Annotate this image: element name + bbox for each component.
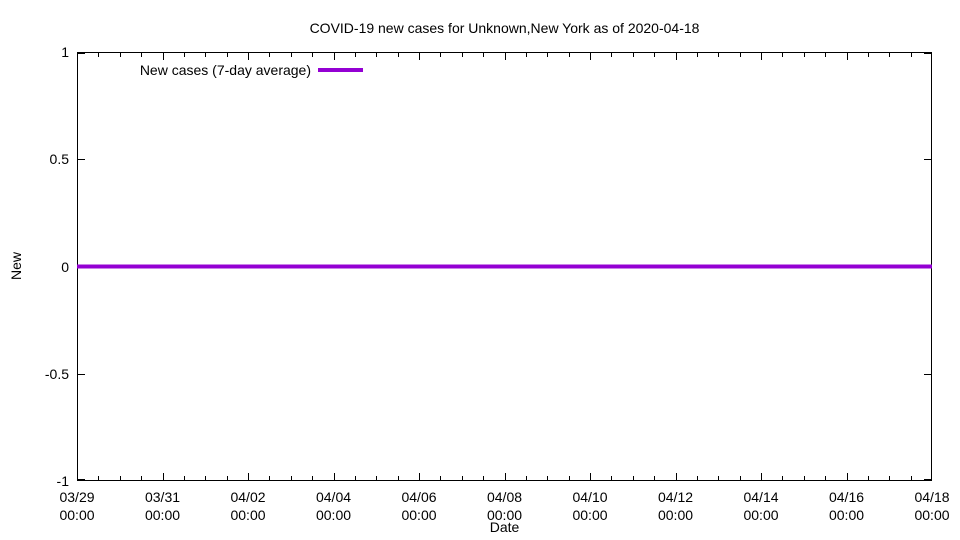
y-tick-label: 0 [61, 258, 69, 275]
x-tick-label: 04/16 00:00 [828, 489, 865, 523]
x-tick-label: 04/10 00:00 [572, 489, 608, 523]
x-tick-label: 03/29 00:00 [59, 489, 95, 523]
y-tick-label: -1 [56, 473, 69, 489]
y-tick-label: 1 [61, 44, 69, 60]
legend: New cases (7-day average) [140, 62, 363, 78]
x-tick-label: 03/31 00:00 [144, 489, 181, 523]
y-tick-label: -0.5 [44, 365, 69, 382]
legend-series-label: New cases (7-day average) [139, 62, 311, 78]
y-tick-label: 0.5 [49, 151, 69, 168]
legend-line-sample-icon [318, 68, 363, 72]
x-tick-label: 04/14 00:00 [743, 489, 779, 523]
plot-area: New cases (7-day average) [77, 52, 932, 481]
chart-title: COVID-19 new cases for Unknown,New York … [309, 20, 700, 36]
x-tick-label: 04/06 00:00 [401, 489, 437, 523]
x-tick-label: 04/18 00:00 [914, 489, 950, 523]
x-tick-label: 04/04 00:00 [315, 489, 352, 523]
plot-canvas [77, 52, 932, 481]
x-tick-label: 04/08 00:00 [486, 489, 523, 523]
x-tick-label: 04/12 00:00 [657, 489, 694, 523]
x-tick-label: 04/02 00:00 [230, 489, 266, 523]
x-axis-title: Date [489, 519, 520, 535]
